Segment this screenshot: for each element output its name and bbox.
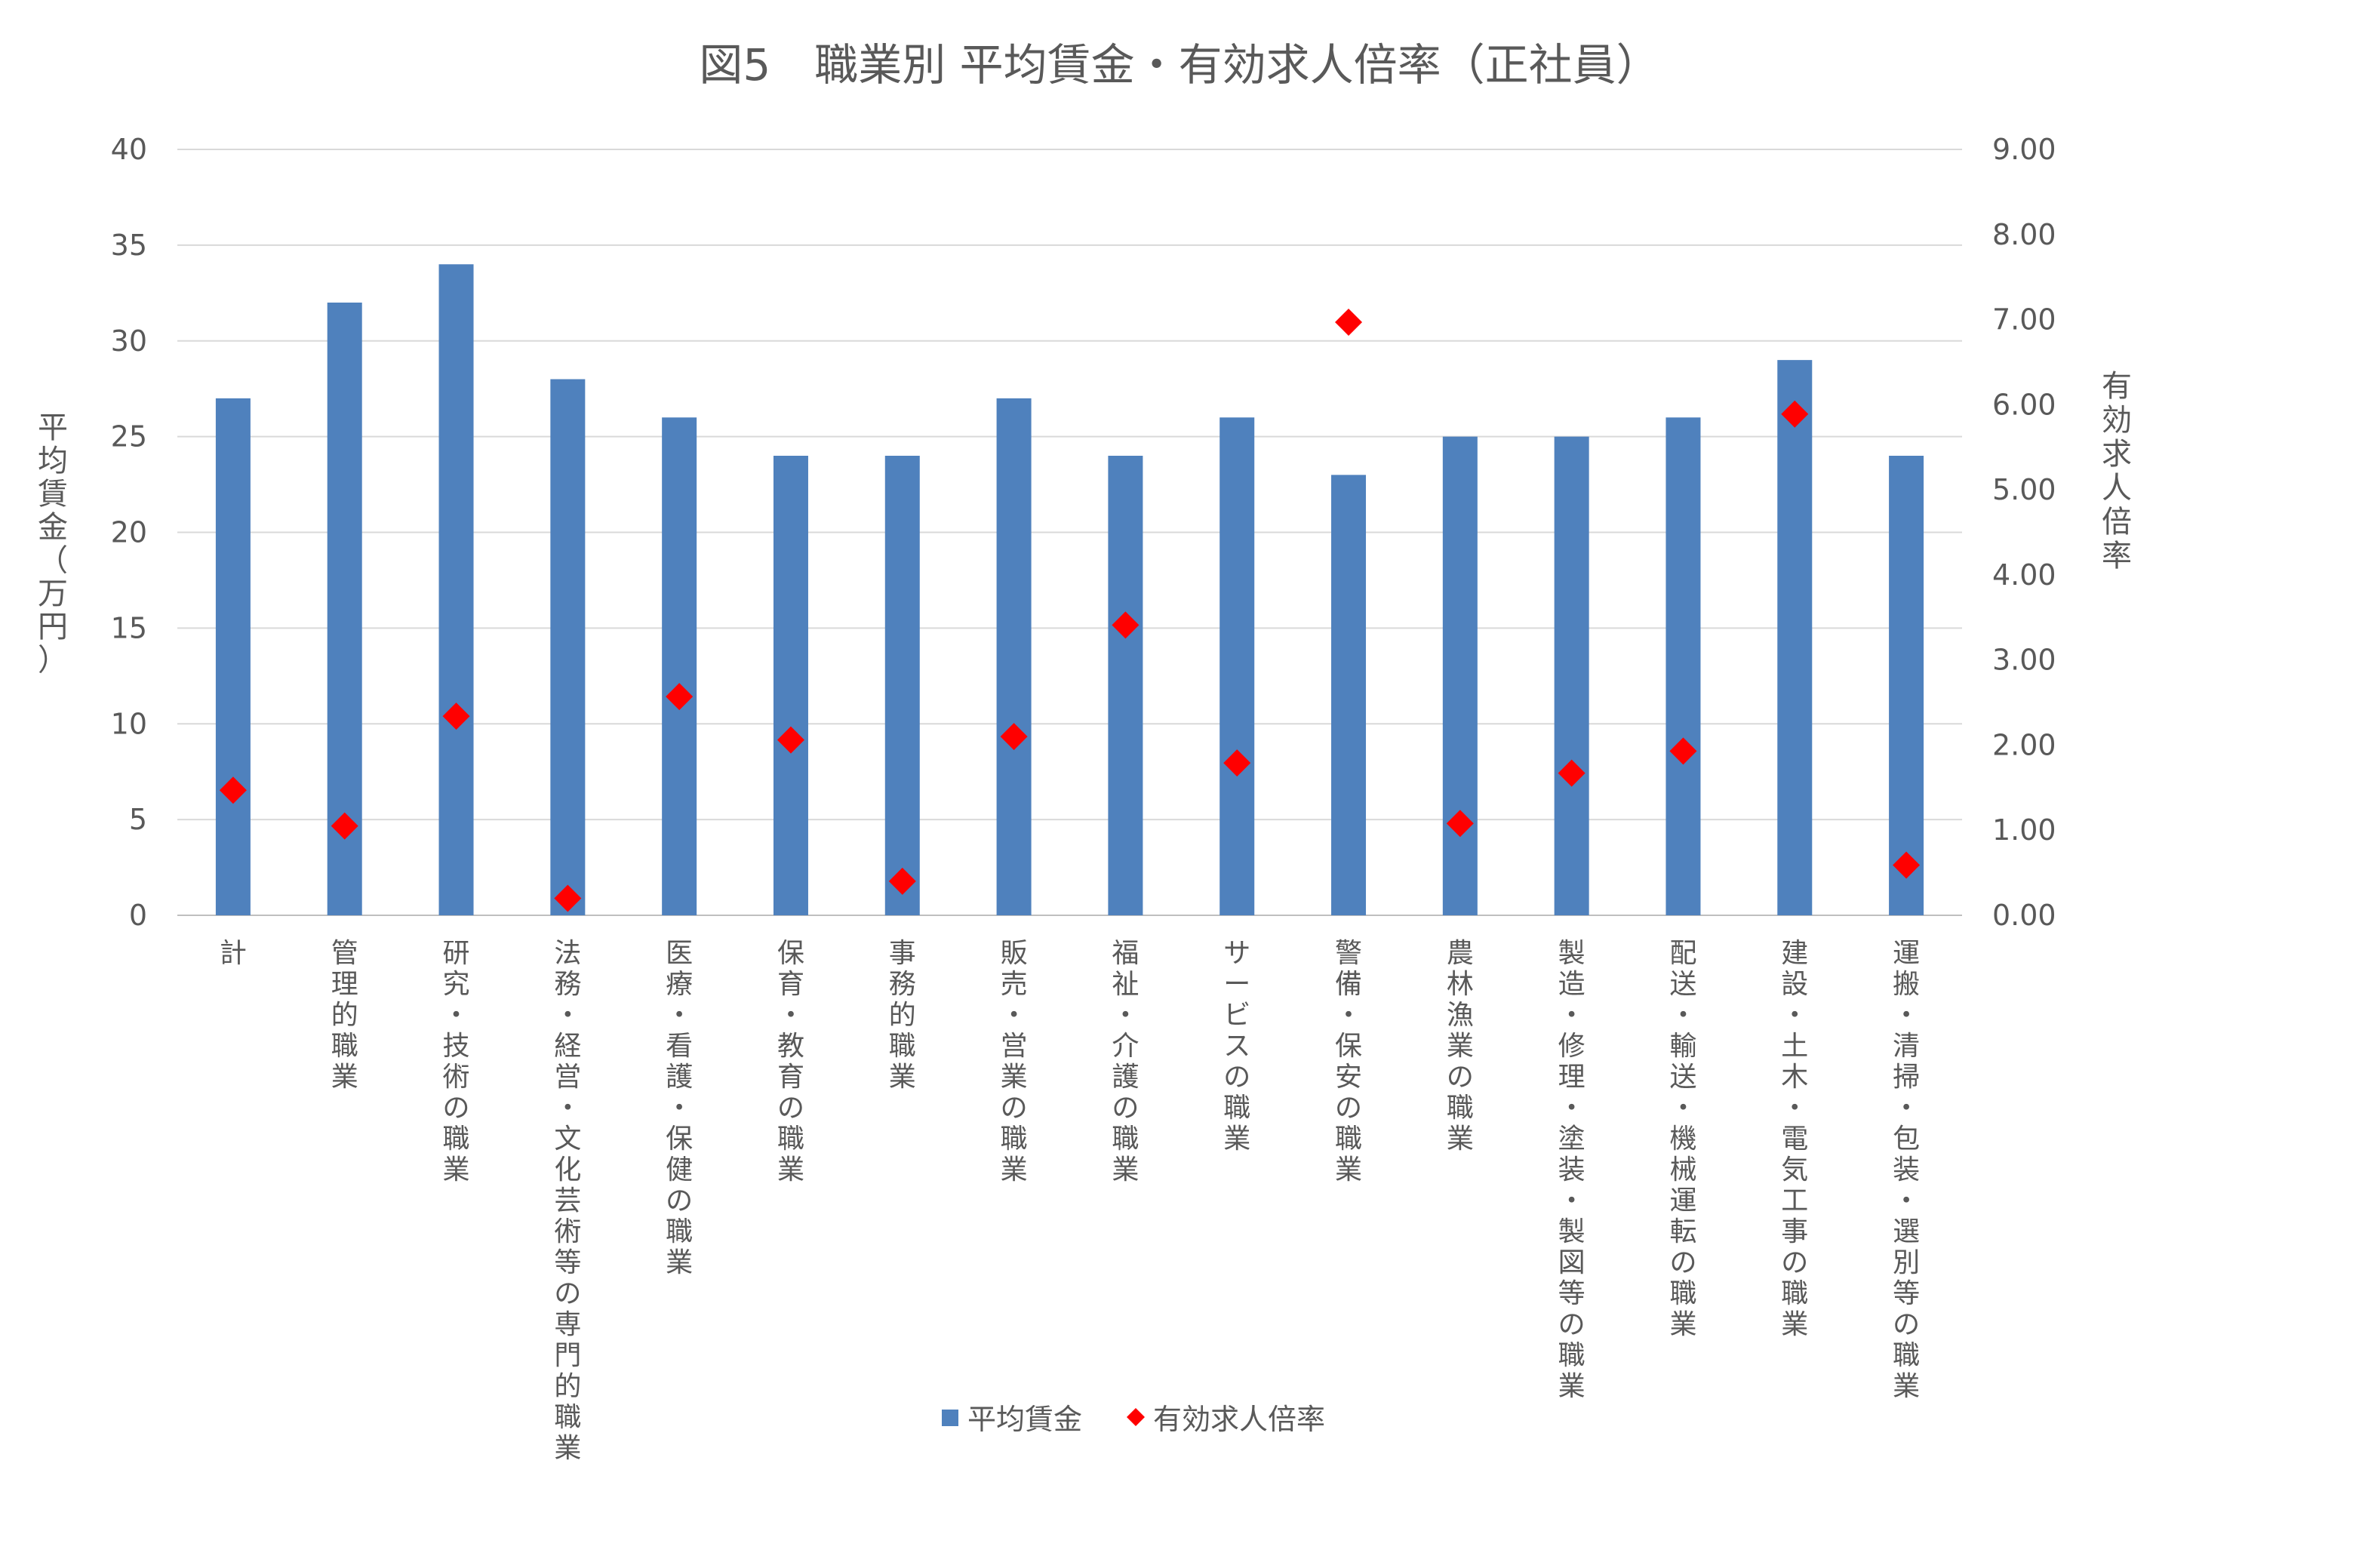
category-label: 運搬・清掃・包装・選別等の職業 <box>1893 938 1920 1402</box>
category-label: 福祉・介護の職業 <box>1112 938 1139 1185</box>
right-tick-label: 6.00 <box>1992 388 2056 421</box>
category-label: 配送・輸送・機械運転の職業 <box>1669 938 1696 1340</box>
left-tick-label: 35 <box>111 229 147 262</box>
category-label: 管理的職業 <box>331 938 358 1093</box>
legend-bar-label: 平均賃金 <box>967 1403 1082 1436</box>
right-tick-label: 1.00 <box>1992 813 2056 847</box>
ratio-marker <box>1446 810 1474 838</box>
left-tick-label: 30 <box>111 324 147 358</box>
left-tick-label: 10 <box>111 707 147 740</box>
ratio-marker <box>888 867 916 895</box>
ratio-marker <box>219 776 247 804</box>
left-tick-label: 0 <box>129 899 147 932</box>
bar <box>1331 475 1367 915</box>
bar <box>1442 436 1478 915</box>
bar <box>1777 360 1813 915</box>
ratio-marker <box>1781 400 1809 428</box>
left-tick-label: 15 <box>111 611 147 644</box>
left-tick-label: 40 <box>111 133 147 166</box>
category-label: サービスの職業 <box>1223 938 1250 1154</box>
category-labels: 計 管理的職業 研究・技術の職業 法務・経営・文化芸術等の専門的職業 医療・看護・保健の… <box>220 938 1920 1464</box>
bar <box>1219 417 1255 915</box>
category-label: 販売・営業の職業 <box>1001 938 1028 1185</box>
bar <box>1554 436 1589 915</box>
category-label: 法務・経営・文化芸術等の専門的職業 <box>554 938 581 1464</box>
chart-title: 図5 職業別 平均賃金・有効求人倍率（正社員） <box>699 39 1659 91</box>
left-tick-label: 5 <box>129 803 147 836</box>
ratio-marker <box>554 884 582 912</box>
ratio-marker <box>1335 308 1363 336</box>
bar <box>1108 456 1143 915</box>
right-tick-label: 5.00 <box>1992 473 2056 506</box>
ratio-marker <box>1112 611 1140 639</box>
bar <box>773 456 808 915</box>
category-label: 保育・教育の職業 <box>777 938 804 1185</box>
right-tick-label: 4.00 <box>1992 558 2056 592</box>
ratio-marker <box>1669 737 1697 765</box>
gridlines <box>177 149 1962 916</box>
right-tick-label: 2.00 <box>1992 728 2056 761</box>
bar <box>996 398 1032 915</box>
marker-series <box>219 308 1921 912</box>
ratio-marker <box>777 726 804 754</box>
bar <box>215 398 251 915</box>
legend: 平均賃金 有効求人倍率 <box>942 1403 1325 1436</box>
category-label: 計 <box>220 938 247 969</box>
ratio-marker <box>666 683 694 711</box>
bar <box>1665 417 1701 915</box>
right-tick-label: 0.00 <box>1992 899 2056 932</box>
left-tick-label: 25 <box>111 420 147 453</box>
left-axis-title: 平均賃金（万円） <box>38 410 68 678</box>
right-tick-label: 3.00 <box>1992 644 2056 677</box>
ratio-marker <box>1000 723 1028 751</box>
category-label: 建設・土木・電気工事の職業 <box>1781 938 1808 1340</box>
ratio-marker <box>1558 759 1585 787</box>
bar <box>1889 456 1924 915</box>
right-axis-ticks: 0.00 1.00 2.00 3.00 4.00 5.00 6.00 7.00 8.00 9.00 <box>1992 133 2056 932</box>
right-tick-label: 9.00 <box>1992 133 2056 166</box>
right-tick-label: 8.00 <box>1992 218 2056 251</box>
category-label: 警備・保安の職業 <box>1335 938 1362 1185</box>
ratio-marker <box>331 812 358 840</box>
category-label: 研究・技術の職業 <box>443 938 470 1185</box>
ratio-marker <box>442 703 470 730</box>
bar-series <box>215 264 1924 915</box>
bar <box>884 456 920 915</box>
left-axis-ticks: 0 5 10 15 20 25 30 35 40 <box>111 133 147 932</box>
legend-bar-swatch <box>942 1410 958 1426</box>
legend-marker-label: 有効求人倍率 <box>1153 1403 1325 1436</box>
ratio-marker <box>1223 749 1251 777</box>
bar <box>550 379 586 915</box>
bar <box>438 264 474 915</box>
category-label: 農林漁業の職業 <box>1447 938 1474 1154</box>
bar <box>662 417 697 915</box>
ratio-marker <box>1893 851 1921 879</box>
left-tick-label: 20 <box>111 516 147 549</box>
right-tick-label: 7.00 <box>1992 303 2056 337</box>
category-label: 医療・看護・保健の職業 <box>666 938 693 1278</box>
legend-marker-swatch <box>1127 1408 1145 1426</box>
category-label: 事務的職業 <box>889 938 916 1093</box>
right-axis-title: 有効求人倍率 <box>2102 369 2132 573</box>
category-label: 製造・修理・塗装・製図等の職業 <box>1558 938 1585 1402</box>
